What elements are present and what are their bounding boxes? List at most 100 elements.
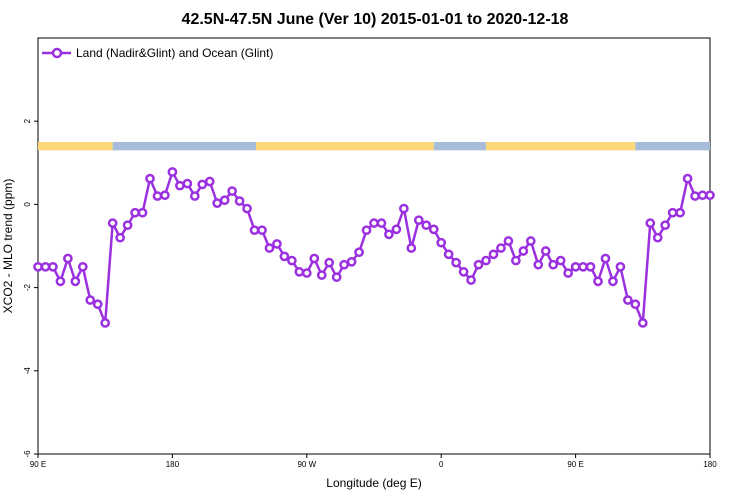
chart-title: 42.5N-47.5N June (Ver 10) 2015-01-01 to … <box>182 11 569 28</box>
x-tick-label: 180 <box>166 460 180 469</box>
y-tick-label: -2 <box>23 283 32 291</box>
plot-area: 90 E 180 90 W 0 90 E 180 -6 -4 -2 0 2 <box>23 37 717 469</box>
data-point <box>361 225 372 236</box>
data-point <box>593 276 603 287</box>
surface-type-strip <box>38 142 710 151</box>
data-point <box>660 220 671 231</box>
data-point <box>175 180 185 191</box>
x-axis: 90 E 180 90 W 0 90 E 180 <box>30 454 717 469</box>
data-point <box>548 259 559 270</box>
data-point <box>481 255 491 266</box>
data-point <box>623 295 633 305</box>
y-tick-label: -6 <box>23 450 32 458</box>
data-point <box>570 261 581 272</box>
data-point <box>399 203 409 214</box>
data-point <box>279 251 290 262</box>
data-point <box>600 253 611 264</box>
strip-land-segment <box>256 142 434 151</box>
data-point <box>189 191 200 201</box>
data-point <box>287 255 297 266</box>
data-point <box>608 276 618 287</box>
data-point <box>682 173 693 184</box>
data-point <box>167 167 178 177</box>
data-point <box>675 207 685 218</box>
data-point <box>324 257 335 268</box>
data-point <box>428 224 439 235</box>
series-layer <box>33 167 715 328</box>
data-point <box>585 261 596 272</box>
data-point <box>33 261 43 272</box>
data-point <box>212 198 223 209</box>
data-point <box>488 249 499 260</box>
data-point <box>645 218 656 228</box>
y-axis-label: XCO2 - MLO trend (ppm) <box>1 179 15 314</box>
data-point <box>436 237 447 248</box>
strip-ocean-segment <box>433 142 486 151</box>
data-point <box>443 249 454 260</box>
data-point <box>272 239 282 249</box>
data-point <box>294 266 305 277</box>
legend: Land (Nadir&Glint) and Ocean (Glint) <box>42 46 273 60</box>
data-point <box>227 186 237 196</box>
data-point <box>563 268 573 278</box>
data-point <box>182 178 193 189</box>
data-point <box>100 318 111 328</box>
y-axis: -6 -4 -2 0 2 <box>23 118 38 458</box>
data-point <box>92 299 103 310</box>
data-point <box>137 207 148 218</box>
y-tick-label: 0 <box>23 202 32 207</box>
plot-frame <box>37 37 711 455</box>
data-point <box>578 261 588 272</box>
data-point <box>77 261 88 272</box>
data-point <box>63 253 73 264</box>
data-point <box>264 243 275 253</box>
data-point <box>533 259 544 270</box>
data-point <box>115 232 125 243</box>
data-point <box>384 229 394 240</box>
data-point <box>690 191 700 201</box>
data-point <box>234 196 245 206</box>
data-point <box>451 257 461 268</box>
data-point <box>615 261 626 272</box>
data-point <box>346 256 357 267</box>
data-point <box>667 207 678 218</box>
data-point <box>705 190 715 201</box>
data-point <box>339 259 349 270</box>
data-point <box>630 299 641 310</box>
data-point <box>55 276 66 287</box>
data-point <box>219 195 230 206</box>
data-point <box>421 220 432 231</box>
data-point <box>257 225 267 236</box>
data-point <box>160 190 170 201</box>
data-point <box>391 224 402 235</box>
data-point <box>40 261 51 272</box>
x-tick-label: 180 <box>703 460 717 469</box>
x-tick-label: 90 E <box>30 460 46 469</box>
data-point <box>122 220 133 231</box>
strip-ocean-segment <box>112 142 257 151</box>
data-point <box>406 243 417 253</box>
data-point <box>473 259 484 270</box>
data-point <box>249 225 260 236</box>
data-point <box>130 207 140 218</box>
data-point <box>331 272 342 283</box>
data-point <box>316 270 327 280</box>
y-tick-label: 2 <box>23 118 32 123</box>
data-point <box>697 190 708 201</box>
data-point <box>145 173 155 184</box>
data-point <box>652 232 663 243</box>
data-point <box>152 191 163 201</box>
data-point <box>525 236 536 246</box>
data-point <box>540 246 551 256</box>
data-point <box>376 218 387 228</box>
data-point <box>503 236 514 246</box>
data-point <box>85 295 96 305</box>
data-point <box>369 218 379 228</box>
strip-ocean-segment <box>635 142 710 151</box>
data-point <box>242 203 252 214</box>
data-point <box>354 247 364 258</box>
data-point <box>301 268 312 278</box>
data-point <box>637 318 648 328</box>
strip-land-segment <box>486 142 636 151</box>
y-tick-label: -4 <box>23 367 32 375</box>
